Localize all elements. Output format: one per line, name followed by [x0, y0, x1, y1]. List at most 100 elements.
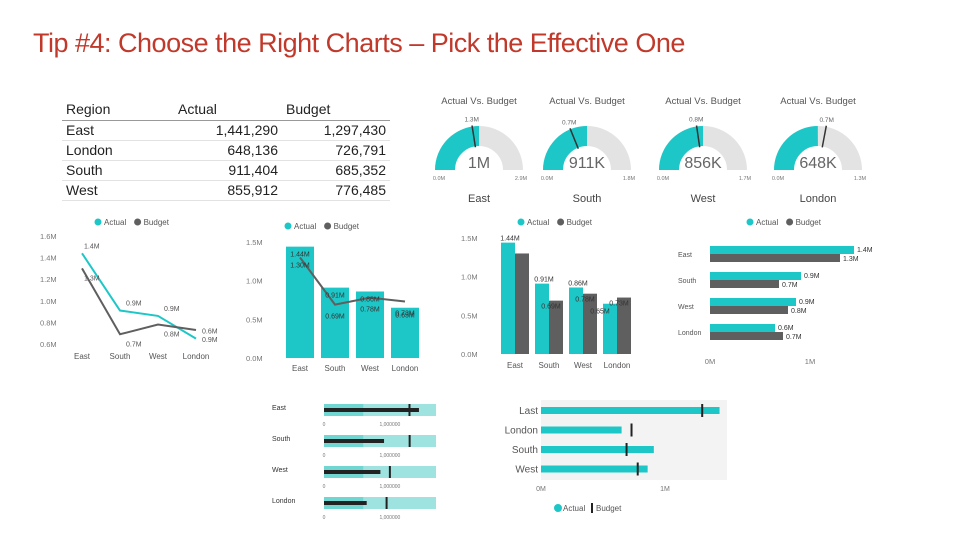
y-tick-label: East [678, 252, 692, 259]
bullet-target-marker [408, 435, 411, 447]
y-tick-label: West [678, 304, 694, 311]
data-label: 0.86M [568, 280, 588, 287]
target-marker [625, 443, 628, 456]
gauge-target-label: 0.7M [562, 120, 576, 127]
data-label: 1.4M [84, 243, 100, 250]
table-cell: East [62, 120, 174, 141]
legend-label: Budget [144, 218, 170, 227]
bar-actual [541, 426, 622, 434]
bullet-tick-label: 1,000000 [379, 484, 400, 490]
data-label: 1.30M [290, 262, 310, 269]
data-label: 0.78M [575, 297, 595, 304]
data-label: 0.65M [395, 313, 415, 320]
data-label: 0.73M [395, 311, 415, 318]
gauge-value-arc [659, 125, 704, 171]
data-label: 0.7M [126, 341, 142, 348]
legend-marker-budget [786, 218, 794, 226]
x-tick-label: South [325, 364, 346, 373]
horizontal-bar-chart: Actual Budget East 1.4M 1.3M South 0.9M 0.7M Wes… [678, 218, 873, 366]
gauge-region-label: South [573, 193, 602, 205]
legend-marker-actual [284, 222, 292, 230]
table-header: Actual [174, 100, 282, 121]
y-tick-label: 1.5M [461, 234, 478, 243]
table-row: London 648,136 726,791 [62, 140, 390, 161]
data-label: 1.44M [500, 236, 520, 243]
gauge-min-label: 0.0M [772, 176, 785, 182]
gauge-value-label: 911K [569, 155, 606, 172]
table-header: Budget [282, 100, 390, 121]
y-tick-label: 1.5M [246, 238, 263, 247]
bullet-tick-label: 1,000000 [379, 453, 400, 459]
gauge-value-label: 856K [684, 155, 722, 172]
bar-budget [549, 300, 563, 354]
gauge-value-label: 1M [468, 155, 490, 172]
gauge-value-label: 648K [799, 155, 837, 172]
gauge-target-label: 0.8M [689, 117, 703, 124]
legend-label: Actual [104, 218, 126, 227]
table-row: South 911,404 685,352 [62, 160, 390, 181]
y-tick-label: West [515, 465, 538, 476]
bar-actual [541, 446, 654, 453]
bar-actual [501, 242, 515, 354]
data-label: 0.7M [782, 282, 798, 289]
y-tick-label: 0.5M [461, 311, 478, 320]
data-label: 0.6M [778, 325, 794, 332]
gauge-region-label: East [468, 193, 490, 205]
bullet-target-marker [385, 497, 388, 509]
x-tick-label: 1M [805, 357, 815, 366]
y-tick-label: London [678, 330, 701, 337]
data-label: 1.44M [290, 252, 310, 259]
data-label: 0.9M [799, 299, 815, 306]
y-tick-label: 0.0M [461, 350, 478, 359]
bar-budget [710, 306, 788, 314]
table-cell: 855,912 [174, 180, 282, 201]
gauge-value-arc [774, 126, 819, 171]
y-tick-label: 1.0M [40, 297, 57, 306]
target-marker [636, 462, 639, 476]
legend-marker-budget [134, 218, 142, 226]
series-line-actual [81, 252, 197, 340]
region-table: Region Actual Budget East 1,441,290 1,29… [62, 100, 390, 201]
y-tick-label: South [678, 278, 696, 285]
y-tick-label: South [512, 445, 538, 456]
table-cell: South [62, 160, 174, 181]
legend-marker-actual [554, 504, 562, 512]
data-label: 1.3M [84, 275, 100, 282]
y-tick-label: 1.6M [40, 232, 57, 241]
bar-actual [710, 324, 775, 332]
table-cell: 648,136 [174, 140, 282, 161]
bullet-tick-label: 0 [323, 422, 326, 428]
bar-actual [321, 287, 349, 358]
y-tick-label: 1.2M [40, 275, 57, 284]
bullet-actual-bar [324, 408, 419, 412]
gauge-charts: Actual Vs. Budget 1.3M 1M 0.0M 2.9M East Actua… [433, 96, 867, 205]
data-label: 0.9M [126, 301, 142, 308]
gauge-max-label: 1.8M [623, 176, 636, 182]
data-label: 0.9M [804, 273, 820, 280]
gauge-min-label: 0.0M [541, 176, 554, 182]
y-tick-label: 1.4M [40, 254, 57, 263]
data-label: 0.73M [609, 301, 629, 308]
bar-actual [356, 291, 384, 358]
x-tick-label: East [74, 352, 91, 361]
legend-marker-budget [324, 222, 332, 230]
bullet-row-label: West [272, 467, 288, 474]
bar-actual [710, 246, 854, 254]
gauge-max-label: 1.7M [739, 176, 752, 182]
table-cell: London [62, 140, 174, 161]
clustered-column-chart: Actual Budget 0.0M 0.5M 1.0M 1.5M East 1.44M Sou… [461, 218, 631, 370]
y-tick-label: 0.6M [40, 340, 57, 349]
bullet-target-marker [408, 404, 411, 416]
data-label: 0.65M [590, 309, 610, 316]
bullet-actual-bar [324, 501, 367, 505]
x-tick-label: South [539, 361, 560, 370]
legend-label: Budget [334, 222, 360, 231]
data-label: 0.86M [360, 296, 380, 303]
bar-actual [286, 246, 314, 358]
gauge-min-label: 0.0M [657, 176, 670, 182]
series-line-budget [81, 267, 197, 336]
data-label: 0.69M [541, 304, 561, 311]
table-cell: 1,297,430 [282, 120, 390, 141]
legend-label: Budget [796, 218, 822, 227]
bar-budget [617, 297, 631, 354]
